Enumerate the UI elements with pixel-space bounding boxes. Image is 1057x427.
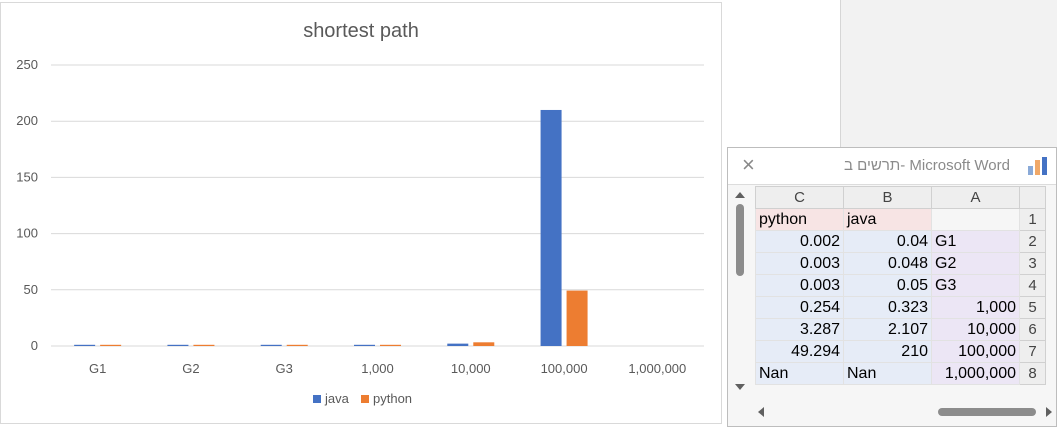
y-tick-label: 50: [24, 282, 38, 297]
cell-java[interactable]: 2.107: [843, 318, 932, 341]
sheet-row: python java 1: [755, 208, 1046, 231]
window-titlebar: × תרשים ב- Microsoft Word: [728, 148, 1056, 185]
cell-category[interactable]: 1,000: [931, 296, 1020, 319]
row-header[interactable]: 1: [1019, 208, 1046, 231]
data-sheet: C B A python java 1 0.002 0.04 G1 2 0.003 0.048 G…: [755, 186, 1046, 385]
bar-java-3[interactable]: [354, 344, 375, 346]
chart-icon: [1028, 157, 1047, 175]
sheet-row: 3.287 2.107 10,000 6: [755, 318, 1046, 341]
x-tick-label: G2: [182, 361, 199, 376]
cell-python[interactable]: python: [755, 208, 844, 231]
row-header[interactable]: 2: [1019, 230, 1046, 253]
cell-java[interactable]: 210: [843, 340, 932, 363]
row-header[interactable]: 6: [1019, 318, 1046, 341]
cell-python[interactable]: Nan: [755, 362, 844, 385]
sheet-row: 49.294 210 100,000 7: [755, 340, 1046, 363]
bar-java-4[interactable]: [447, 343, 469, 346]
x-tick-label: G1: [89, 361, 106, 376]
cell-category[interactable]: 10,000: [931, 318, 1020, 341]
bar-python-4[interactable]: [473, 342, 495, 346]
corner-cell[interactable]: [1019, 186, 1046, 209]
sheet-row: 0.003 0.048 G2 3: [755, 252, 1046, 275]
row-header[interactable]: 4: [1019, 274, 1046, 297]
close-icon[interactable]: ×: [742, 152, 755, 177]
bar-python-0[interactable]: [100, 344, 122, 346]
x-tick-label: G3: [276, 361, 293, 376]
column-header-a[interactable]: A: [931, 186, 1020, 209]
legend-label-java: java: [324, 391, 350, 406]
sheet-row: 0.002 0.04 G1 2: [755, 230, 1046, 253]
y-tick-label: 0: [31, 338, 38, 353]
cell-python[interactable]: 3.287: [755, 318, 844, 341]
y-tick-label: 250: [16, 57, 38, 72]
bar-python-5[interactable]: [566, 290, 588, 346]
bar-java-5[interactable]: [540, 109, 562, 347]
column-header-c[interactable]: C: [755, 186, 844, 209]
cell-java[interactable]: 0.048: [843, 252, 932, 275]
cell-java[interactable]: java: [843, 208, 932, 231]
x-tick-label: 10,000: [451, 361, 491, 376]
chart-data-window: × תרשים ב- Microsoft Word C B A python ja…: [727, 147, 1057, 427]
sheet-row: 0.003 0.05 G3 4: [755, 274, 1046, 297]
row-header[interactable]: 8: [1019, 362, 1046, 385]
cell-category[interactable]: [931, 208, 1020, 231]
row-header[interactable]: 3: [1019, 252, 1046, 275]
x-tick-label: 1,000,000: [628, 361, 686, 376]
bar-java-2[interactable]: [260, 344, 282, 346]
bar-chart: shortest path 0 50 100 150 200 250 G1 G2 G3 1,00…: [16, 20, 704, 406]
y-tick-label: 100: [16, 226, 38, 241]
column-header-b[interactable]: B: [843, 186, 932, 209]
chart-title: shortest path: [303, 20, 419, 42]
chart-area: shortest path 0 50 100 150 200 250 G1 G2 G3 1,00…: [0, 2, 722, 424]
cell-java[interactable]: Nan: [843, 362, 932, 385]
sheet-row: 0.254 0.323 1,000 5: [755, 296, 1046, 319]
cell-category[interactable]: 100,000: [931, 340, 1020, 363]
cell-python[interactable]: 0.003: [755, 252, 844, 275]
cell-java[interactable]: 0.323: [843, 296, 932, 319]
legend-swatch-python: [361, 395, 369, 403]
cell-category[interactable]: G3: [931, 274, 1020, 297]
cell-python[interactable]: 49.294: [755, 340, 844, 363]
cell-java[interactable]: 0.04: [843, 230, 932, 253]
vertical-scrollbar[interactable]: [732, 188, 748, 394]
cell-category[interactable]: G2: [931, 252, 1020, 275]
horizontal-scrollbar[interactable]: [756, 403, 1054, 421]
bar-python-3[interactable]: [380, 344, 401, 346]
bar-python-1[interactable]: [193, 344, 215, 346]
legend-label-python: python: [373, 391, 412, 406]
cell-category[interactable]: G1: [931, 230, 1020, 253]
cell-python[interactable]: 0.003: [755, 274, 844, 297]
cell-category[interactable]: 1,000,000: [931, 362, 1020, 385]
cell-python[interactable]: 0.254: [755, 296, 844, 319]
x-tick-label: 100,000: [541, 361, 588, 376]
sheet-row: Nan Nan 1,000,000 8: [755, 362, 1046, 385]
bar-python-2[interactable]: [286, 344, 308, 346]
cell-python[interactable]: 0.002: [755, 230, 844, 253]
bar-java-0[interactable]: [74, 344, 96, 346]
x-tick-label: 1,000: [361, 361, 394, 376]
window-title: תרשים ב- Microsoft Word: [844, 157, 1010, 174]
y-tick-label: 150: [16, 169, 38, 184]
row-header[interactable]: 7: [1019, 340, 1046, 363]
y-tick-label: 200: [16, 113, 38, 128]
bar-java-1[interactable]: [167, 344, 189, 346]
cell-java[interactable]: 0.05: [843, 274, 932, 297]
legend-swatch-java: [313, 395, 321, 403]
row-header[interactable]: 5: [1019, 296, 1046, 319]
